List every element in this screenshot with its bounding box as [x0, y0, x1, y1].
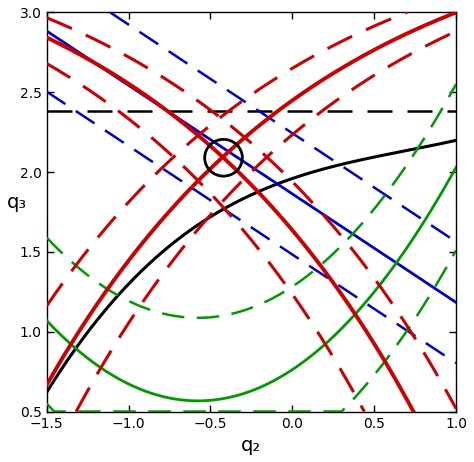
Y-axis label: q₃: q₃ [7, 193, 27, 212]
X-axis label: q₂: q₂ [241, 436, 262, 455]
